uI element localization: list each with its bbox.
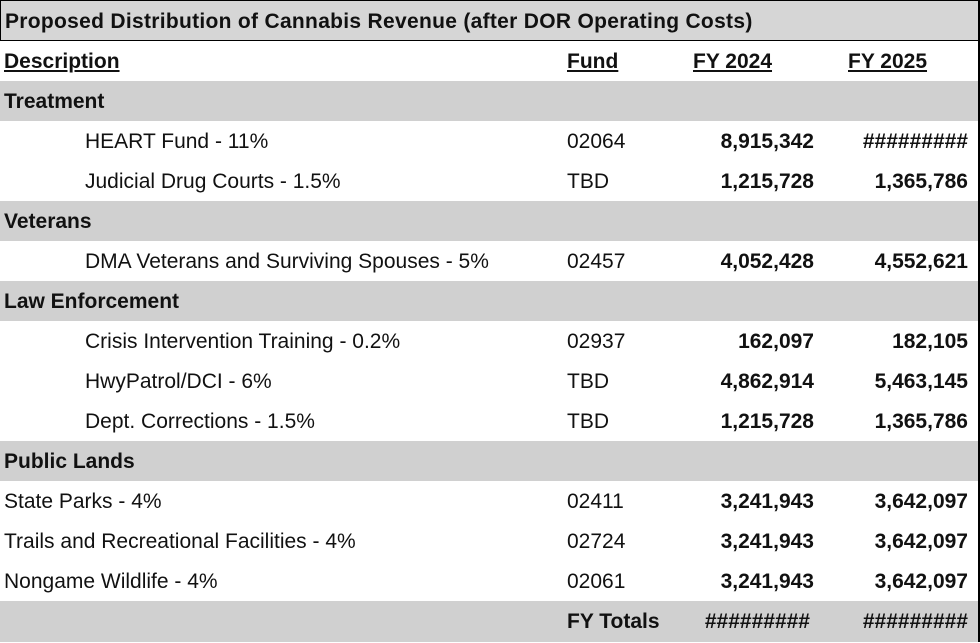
fy2025: 3,642,097 bbox=[874, 490, 968, 513]
fy2025: 5,463,145 bbox=[874, 370, 968, 393]
fy2024: 4,052,428 bbox=[720, 250, 814, 273]
fy2025: 3,642,097 bbox=[874, 530, 968, 553]
section-row: Treatment bbox=[0, 81, 978, 121]
fy2025: 1,365,786 bbox=[874, 410, 968, 433]
fy2024: 3,241,943 bbox=[720, 490, 814, 513]
section-row: Public Lands bbox=[0, 441, 978, 481]
data-row: HEART Fund - 11% 02064 8,915,342 ######### bbox=[0, 121, 978, 161]
data-row: HwyPatrol/DCI - 6% TBD 4,862,914 5,463,145 bbox=[0, 361, 978, 401]
title: Proposed Distribution of Cannabis Revenu… bbox=[5, 10, 753, 33]
description: Dept. Corrections - 1.5% bbox=[85, 410, 315, 433]
section-name: Law Enforcement bbox=[4, 290, 180, 313]
fund: 02064 bbox=[567, 130, 626, 153]
data-row: Dept. Corrections - 1.5% TBD 1,215,728 1,36… bbox=[0, 401, 978, 441]
fund: 02724 bbox=[567, 530, 626, 553]
totals-label: FY Totals bbox=[567, 610, 660, 633]
fund: TBD bbox=[567, 370, 609, 393]
section-row: Law Enforcement bbox=[0, 281, 978, 321]
description: HEART Fund - 11% bbox=[85, 130, 269, 153]
fund: 02457 bbox=[567, 250, 626, 273]
section-row: Veterans bbox=[0, 201, 978, 241]
fund: TBD bbox=[567, 170, 609, 193]
fund: 02937 bbox=[567, 330, 626, 353]
fy2025: ######### bbox=[862, 130, 968, 153]
fy2024: 4,862,914 bbox=[720, 370, 814, 393]
fy2025: 4,552,621 bbox=[874, 250, 968, 273]
totals-fy2024: ######### bbox=[704, 610, 810, 633]
fy2024: 1,215,728 bbox=[720, 170, 814, 193]
description: Nongame Wildlife - 4% bbox=[4, 570, 218, 593]
fund: TBD bbox=[567, 410, 609, 433]
fy2025: 1,365,786 bbox=[874, 170, 968, 193]
fy2024: 162,097 bbox=[738, 330, 814, 353]
fy2024: 8,915,342 bbox=[720, 130, 814, 153]
header-row: Description Fund FY 2024 FY 2025 bbox=[0, 41, 978, 81]
description: Trails and Recreational Facilities - 4% bbox=[4, 530, 356, 553]
fund: 02061 bbox=[567, 570, 626, 593]
description: DMA Veterans and Surviving Spouses - 5% bbox=[85, 250, 489, 273]
description: Crisis Intervention Training - 0.2% bbox=[85, 330, 401, 353]
fund: 02411 bbox=[567, 490, 624, 513]
totals-row: FY Totals ######### ######### bbox=[0, 601, 978, 642]
fy2024: 3,241,943 bbox=[720, 570, 814, 593]
totals-fy2025: ######### bbox=[862, 610, 968, 633]
header-cell: FY 2025 bbox=[848, 50, 928, 73]
fy2024: 1,215,728 bbox=[720, 410, 814, 433]
section-name: Public Lands bbox=[4, 450, 135, 473]
header-cell: Fund bbox=[567, 50, 619, 73]
data-row: DMA Veterans and Surviving Spouses - 5% 0… bbox=[0, 241, 978, 281]
description: State Parks - 4% bbox=[4, 490, 162, 513]
data-row: Crisis Intervention Training - 0.2% 02937… bbox=[0, 321, 978, 361]
description: Judicial Drug Courts - 1.5% bbox=[85, 170, 341, 193]
data-row: Nongame Wildlife - 4% 02061 3,241,943 3,642… bbox=[0, 561, 978, 601]
fy2025: 182,105 bbox=[892, 330, 968, 353]
section-name: Veterans bbox=[4, 210, 92, 233]
fy2025: 3,642,097 bbox=[874, 570, 968, 593]
data-row: Judicial Drug Courts - 1.5% TBD 1,215,728 1… bbox=[0, 161, 978, 201]
title-row: Proposed Distribution of Cannabis Revenu… bbox=[0, 0, 978, 41]
data-row: State Parks - 4% 02411 3,241,943 3,642,097 bbox=[0, 481, 978, 521]
description: HwyPatrol/DCI - 6% bbox=[85, 370, 272, 393]
header-cell: Description bbox=[4, 50, 120, 73]
data-row: Trails and Recreational Facilities - 4% 0… bbox=[0, 521, 978, 561]
fy2024: 3,241,943 bbox=[720, 530, 814, 553]
section-name: Treatment bbox=[4, 90, 105, 113]
header-cell: FY 2024 bbox=[693, 50, 773, 73]
